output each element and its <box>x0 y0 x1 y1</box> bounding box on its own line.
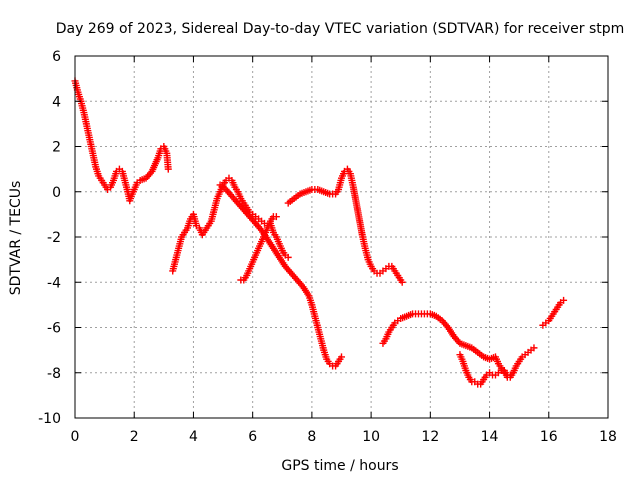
y-tick-label: -2 <box>47 230 61 246</box>
y-tick-label: 4 <box>52 94 61 110</box>
x-tick-label: 18 <box>599 429 617 445</box>
x-tick-label: 2 <box>130 429 139 445</box>
data-point <box>284 253 292 261</box>
x-tick-label: 16 <box>540 429 558 445</box>
y-tick-label: -8 <box>47 366 61 382</box>
data-point <box>398 278 406 286</box>
x-tick-labels: 0 2 4 6 8 10 12 14 16 18 <box>71 429 617 445</box>
x-tick-label: 0 <box>71 429 80 445</box>
y-tick-labels: -10 -8 -6 -4 -2 0 2 4 6 <box>38 49 61 427</box>
x-tick-label: 14 <box>481 429 499 445</box>
data-point <box>530 344 538 352</box>
x-tick-label: 12 <box>421 429 439 445</box>
y-tick-label: -10 <box>38 411 61 427</box>
data-point <box>560 296 568 304</box>
x-tick-label: 8 <box>307 429 316 445</box>
data-points <box>71 77 568 388</box>
chart-title: Day 269 of 2023, Sidereal Day-to-day VTE… <box>56 21 625 37</box>
y-tick-label: -6 <box>47 321 61 337</box>
x-axis-label: GPS time / hours <box>281 458 398 474</box>
data-point <box>272 213 280 221</box>
axis-ticks <box>74 55 609 419</box>
y-tick-label: 6 <box>52 49 61 65</box>
y-tick-label: 2 <box>52 140 61 156</box>
x-tick-label: 6 <box>248 429 257 445</box>
y-axis-label: SDTVAR / TECUs <box>8 181 24 296</box>
data-point <box>338 353 345 361</box>
x-tick-label: 10 <box>362 429 380 445</box>
y-tick-label: -4 <box>47 275 61 291</box>
data-point <box>164 165 172 173</box>
y-tick-label: 0 <box>52 185 61 201</box>
grid <box>75 56 608 418</box>
x-tick-label: 4 <box>189 429 198 445</box>
